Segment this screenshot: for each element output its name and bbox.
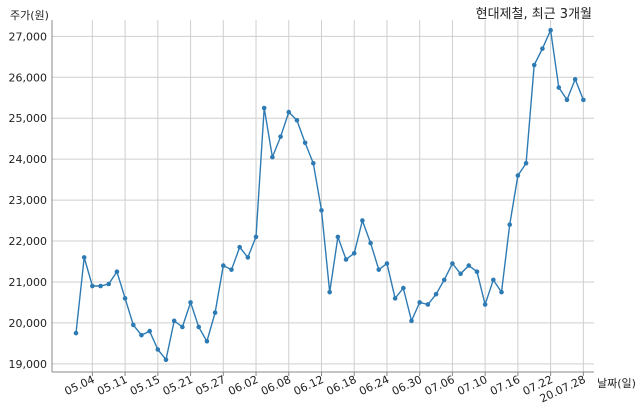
data-point: [319, 208, 324, 213]
grid: [52, 20, 594, 372]
data-point: [81, 255, 87, 260]
data-point: [237, 244, 242, 250]
x-tick-label: 05.15: [128, 373, 162, 398]
y-tick-label: 25,000: [9, 112, 48, 125]
data-point: [130, 322, 136, 328]
y-axis-ticks: 19,000 20,000 21,000 22,000 23,000 24,000 25,0…: [9, 30, 48, 370]
data-point: [540, 46, 545, 51]
y-tick-label: 23,000: [9, 194, 48, 207]
data-point: [482, 302, 488, 307]
data-point: [278, 134, 283, 139]
data-point: [556, 85, 562, 90]
data-point: [212, 310, 218, 315]
data-point: [196, 324, 202, 330]
data-point: [450, 261, 455, 266]
data-point: [122, 296, 128, 301]
data-point: [327, 289, 332, 295]
chart-title: 현대제철, 최근 3개월: [476, 7, 592, 22]
data-point: [499, 289, 504, 295]
y-axis-title: 주가(원): [10, 9, 49, 22]
x-tick-label: 07.10: [455, 373, 489, 398]
x-axis-title: 날짜(일): [597, 376, 636, 390]
data-point: [188, 300, 193, 305]
data-point: [343, 257, 349, 262]
x-tick-label: 06.18: [324, 373, 358, 398]
x-tick-label: 05.27: [194, 373, 228, 398]
data-point: [581, 97, 586, 103]
data-point: [73, 330, 79, 336]
data-point: [417, 300, 422, 305]
data-point: [90, 283, 95, 289]
data-point: [548, 27, 553, 33]
data-point: [531, 62, 537, 68]
data-point: [564, 97, 570, 103]
data-point: [114, 269, 120, 275]
data-point: [507, 222, 512, 227]
x-tick-label: 07.06: [423, 373, 457, 398]
data-point: [409, 318, 414, 324]
data-point: [163, 357, 169, 363]
data-point: [204, 339, 210, 344]
data-point: [139, 332, 144, 338]
data-point: [294, 117, 300, 123]
x-tick-label: 07.16: [488, 373, 522, 398]
data-point: [155, 347, 161, 352]
data-point: [384, 261, 390, 266]
y-tick-label: 24,000: [9, 153, 48, 166]
data-point: [351, 251, 357, 256]
series-line: [75, 27, 584, 362]
data-point: [180, 324, 185, 330]
data-point: [171, 318, 177, 324]
data-point: [270, 154, 275, 160]
data-point: [433, 291, 439, 297]
data-point: [360, 218, 365, 223]
data-point: [392, 296, 398, 301]
data-point: [491, 277, 496, 283]
x-tick-label: 06.12: [292, 373, 326, 398]
data-point: [458, 271, 463, 277]
y-tick-label: 19,000: [9, 358, 48, 371]
data-point: [474, 269, 480, 275]
axes: [51, 20, 594, 373]
data-point: [302, 140, 308, 146]
data-point: [229, 267, 234, 272]
y-tick-label: 20,000: [9, 317, 48, 330]
x-tick-label: 06.02: [226, 373, 260, 398]
x-tick-label: 06.30: [390, 373, 424, 398]
y-tick-label: 22,000: [9, 235, 48, 248]
data-point: [441, 277, 447, 283]
data-point: [523, 160, 529, 166]
data-point: [98, 283, 103, 289]
data-point: [261, 105, 267, 111]
data-point: [106, 281, 112, 287]
data-point: [311, 160, 316, 166]
x-tick-label: 06.24: [357, 373, 391, 398]
data-point: [515, 173, 521, 178]
x-tick-label: 05.21: [161, 373, 195, 398]
data-point: [245, 255, 251, 260]
data-point: [466, 263, 472, 268]
x-tick-label: 05.04: [63, 373, 97, 398]
series-points: [73, 27, 586, 363]
data-point: [253, 234, 259, 240]
data-point: [572, 77, 578, 82]
y-tick-label: 21,000: [9, 276, 48, 289]
x-tick-label: 05.11: [95, 373, 129, 398]
data-point: [220, 263, 226, 268]
data-point: [368, 240, 373, 246]
data-point: [286, 109, 292, 115]
data-point: [376, 267, 382, 272]
x-axis-ticks: 05.0405.1105.1505.2105.2706.0206.0806.12…: [63, 372, 588, 405]
data-point: [147, 328, 152, 334]
data-point: [335, 234, 341, 240]
data-point: [401, 285, 406, 291]
x-tick-label: 06.08: [259, 373, 293, 398]
y-tick-label: 27,000: [9, 30, 48, 43]
y-tick-label: 26,000: [9, 71, 48, 84]
data-point: [425, 302, 431, 307]
